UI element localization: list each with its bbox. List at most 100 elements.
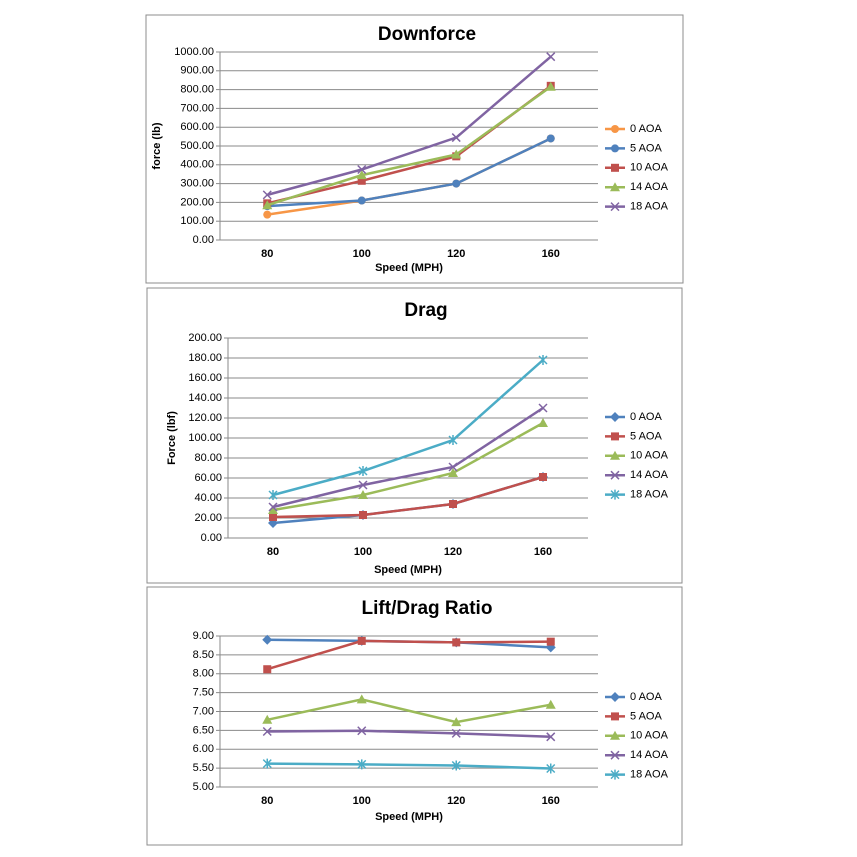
marker	[448, 435, 458, 445]
y-tick-label: 8.50	[193, 649, 214, 661]
marker	[357, 176, 366, 185]
x-tick-label: 160	[542, 248, 560, 260]
series-line	[266, 698, 551, 724]
chart-frame	[146, 586, 683, 846]
chart-frame	[145, 14, 684, 284]
marker	[546, 52, 556, 62]
x-tick-label: 100	[353, 248, 371, 260]
x-tick-label: 160	[534, 546, 552, 558]
marker	[545, 699, 556, 709]
legend-marker	[610, 489, 620, 500]
series	[262, 726, 556, 742]
marker	[358, 466, 368, 476]
legend-marker	[611, 432, 619, 441]
chart-title: Drag	[404, 300, 447, 321]
y-tick-label: 400.00	[180, 159, 214, 171]
marker	[452, 638, 461, 647]
marker	[357, 726, 367, 736]
x-tick-label: 160	[542, 795, 560, 807]
legend-label: 0 AOA	[630, 123, 662, 135]
marker	[263, 665, 272, 674]
series	[268, 355, 548, 500]
x-axis-label: Speed (MPH)	[375, 262, 443, 274]
marker	[538, 355, 548, 365]
y-tick-label: 1000.00	[174, 46, 214, 58]
marker	[263, 210, 272, 219]
series	[268, 418, 548, 514]
marker	[451, 760, 461, 771]
y-axis-label: force (lb)	[151, 122, 163, 169]
series-line	[272, 475, 544, 519]
marker	[452, 179, 461, 188]
y-tick-label: 100.00	[188, 432, 222, 444]
legend-label: 0 AOA	[630, 411, 662, 423]
series-line	[266, 55, 552, 197]
series	[262, 81, 556, 210]
series	[262, 694, 556, 727]
legend-label: 5 AOA	[630, 710, 662, 722]
y-tick-label: 200.00	[188, 332, 222, 344]
marker	[358, 490, 368, 499]
y-tick-label: 5.00	[193, 781, 214, 793]
marker	[262, 190, 272, 200]
legend-label: 10 AOA	[630, 450, 669, 462]
y-axis-label: Force (lbf)	[166, 411, 178, 465]
y-tick-label: 20.00	[194, 512, 222, 524]
legend-marker	[610, 730, 620, 740]
y-tick-label: 0.00	[201, 532, 222, 544]
x-tick-label: 120	[444, 546, 462, 558]
legend-marker	[610, 450, 620, 460]
legend-marker	[610, 692, 620, 702]
legend-label: 10 AOA	[630, 730, 669, 742]
marker	[268, 490, 278, 500]
x-axis-label: Speed (MPH)	[374, 564, 442, 576]
y-tick-label: 140.00	[188, 392, 222, 404]
marker	[451, 149, 462, 159]
series-line	[267, 729, 551, 739]
legend-marker	[610, 182, 620, 192]
series-line	[272, 359, 544, 497]
chart-title: Downforce	[378, 24, 476, 45]
series-line	[266, 85, 552, 207]
legend-marker	[610, 202, 620, 212]
marker	[357, 196, 366, 205]
marker	[539, 473, 547, 481]
y-tick-label: 5.50	[193, 762, 214, 774]
legend-marker	[610, 470, 620, 480]
legend-label: 18 AOA	[630, 201, 669, 213]
legend-label: 0 AOA	[630, 691, 662, 703]
x-tick-label: 80	[261, 795, 273, 807]
series-line	[267, 137, 552, 208]
marker	[262, 726, 272, 737]
series-line	[266, 639, 551, 671]
y-tick-label: 7.00	[193, 705, 214, 717]
marker	[262, 200, 273, 210]
series	[263, 636, 555, 674]
y-tick-label: 0.00	[193, 234, 214, 246]
y-tick-label: 200.00	[180, 196, 214, 208]
legend-label: 18 AOA	[630, 769, 669, 781]
y-tick-label: 900.00	[180, 65, 214, 77]
series-line	[272, 406, 544, 509]
y-tick-label: 100.00	[180, 215, 214, 227]
y-tick-label: 300.00	[180, 178, 214, 190]
legend-marker	[610, 769, 620, 780]
x-axis-label: Speed (MPH)	[375, 811, 443, 823]
y-tick-label: 160.00	[188, 372, 222, 384]
marker	[359, 511, 367, 519]
legend-label: 10 AOA	[630, 162, 669, 174]
series-line	[267, 762, 551, 770]
x-tick-label: 100	[353, 795, 371, 807]
y-tick-label: 180.00	[188, 352, 222, 364]
y-tick-label: 600.00	[180, 121, 214, 133]
legend-label: 5 AOA	[630, 430, 662, 442]
marker	[449, 500, 457, 508]
y-tick-label: 500.00	[180, 140, 214, 152]
y-tick-label: 9.00	[193, 630, 214, 642]
marker	[545, 81, 556, 91]
marker	[268, 502, 278, 512]
marker	[269, 513, 277, 521]
chart-title: Lift/Drag Ratio	[362, 598, 493, 619]
series	[269, 473, 547, 521]
